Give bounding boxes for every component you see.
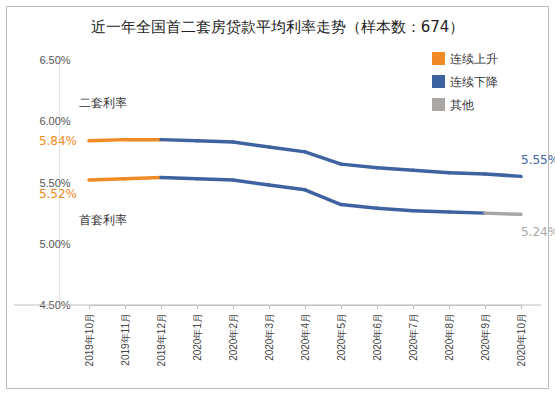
line-segment — [341, 205, 377, 209]
x-tick-label: 2020年10月 — [516, 313, 527, 366]
y-tick: 5.00% — [39, 238, 70, 250]
x-axis: 2019年10月 2019年11月 2019年12月 2020年1月 2020年2月 20… — [84, 305, 527, 366]
line-segment — [341, 164, 377, 168]
line-segment — [269, 147, 305, 152]
line-segment — [305, 190, 341, 205]
x-tick-mark — [341, 305, 342, 309]
y-tick: 6.50% — [39, 54, 70, 66]
legend-label: 连续下降 — [450, 75, 498, 89]
x-tick-label: 2020年4月 — [300, 313, 311, 361]
y-tick-label: 5.00% — [39, 238, 70, 250]
line-segment — [197, 141, 233, 142]
x-tick: 2020年1月 — [192, 305, 203, 361]
line-segment — [125, 178, 161, 179]
legend: 连续上升连续下降其他 — [432, 52, 498, 112]
line-segment — [125, 138, 161, 142]
x-tick-mark — [269, 305, 270, 309]
x-tick-mark — [521, 305, 522, 309]
x-axis-line — [90, 306, 522, 310]
x-tick-mark — [125, 305, 126, 309]
y-tick: 6.00% — [39, 115, 70, 127]
line-segment — [305, 152, 341, 164]
line-segment — [89, 140, 125, 141]
series-label: 首套利率 — [79, 213, 127, 227]
x-tick: 2020年8月 — [444, 305, 455, 361]
legend-swatch — [432, 98, 445, 111]
x-tick-label: 2020年8月 — [444, 313, 455, 361]
line-segment — [233, 180, 269, 185]
x-tick-mark — [233, 305, 234, 309]
y-tick-label: 6.00% — [39, 115, 70, 127]
line-segment — [233, 142, 269, 147]
x-tick-label: 2020年3月 — [264, 313, 275, 361]
x-tick-label: 2020年1月 — [192, 313, 203, 361]
data-label: 5.84% — [39, 134, 77, 148]
x-tick-mark — [161, 305, 162, 309]
legend-swatch — [432, 75, 445, 88]
x-tick-mark — [197, 305, 198, 309]
data-label: 5.55% — [521, 153, 555, 167]
x-tick: 2020年7月 — [408, 305, 419, 361]
line-segment — [161, 178, 197, 179]
x-tick: 2020年2月 — [228, 305, 239, 361]
y-tick-label: 6.50% — [39, 54, 70, 66]
x-tick-mark — [305, 305, 306, 309]
series-label: 二套利率 — [79, 96, 127, 110]
x-tick-label: 2020年6月 — [372, 313, 383, 361]
x-tick: 2020年3月 — [264, 305, 275, 361]
x-tick-label: 2019年12月 — [156, 313, 167, 366]
y-axis: 4.50%5.00%5.50%6.00%6.50% — [39, 54, 70, 311]
x-tick: 2020年4月 — [300, 305, 311, 361]
line-segment — [377, 208, 413, 210]
line-segment — [197, 179, 233, 180]
x-tick-label: 2020年2月 — [228, 313, 239, 361]
x-tick: 2020年10月 — [516, 305, 527, 366]
line-segment — [485, 213, 521, 214]
line-segment — [89, 179, 125, 180]
data-label: 5.24% — [521, 225, 555, 239]
x-tick-mark — [413, 305, 414, 309]
x-tick-mark — [89, 305, 90, 309]
chart: 近一年全国首二套房贷款平均利率走势（样本数：674）4.50%5.00%5.50… — [0, 0, 555, 395]
legend-label: 其他 — [450, 98, 474, 112]
x-tick-mark — [449, 305, 450, 309]
line-segment — [449, 212, 485, 213]
legend-label: 连续上升 — [450, 52, 498, 66]
x-tick: 2020年9月 — [480, 305, 491, 361]
frame — [7, 7, 549, 389]
line-segment — [269, 185, 305, 190]
legend-swatch — [432, 52, 445, 65]
x-tick-label: 2019年11月 — [120, 313, 131, 366]
x-tick: 2019年12月 — [156, 305, 167, 366]
title: 近一年全国首二套房贷款平均利率走势（样本数：674） — [91, 18, 465, 36]
line-segment — [413, 170, 449, 172]
line-segment — [161, 140, 197, 141]
x-tick-mark — [377, 305, 378, 309]
x-tick-mark — [485, 305, 486, 309]
plot-area — [89, 140, 521, 215]
line-segment — [485, 174, 521, 176]
x-tick-label: 2019年10月 — [84, 313, 95, 366]
x-tick: 2020年6月 — [372, 305, 383, 361]
line-segment — [449, 173, 485, 174]
data-label: 5.52% — [39, 187, 77, 201]
x-tick-label: 2020年7月 — [408, 313, 419, 361]
x-tick: 2019年10月 — [84, 305, 95, 366]
x-tick: 2019年11月 — [120, 305, 131, 366]
line-segment — [413, 211, 449, 212]
x-tick: 2020年5月 — [336, 305, 347, 361]
line-segment — [377, 168, 413, 170]
x-tick-label: 2020年5月 — [336, 313, 347, 361]
x-tick-label: 2020年9月 — [480, 313, 491, 361]
